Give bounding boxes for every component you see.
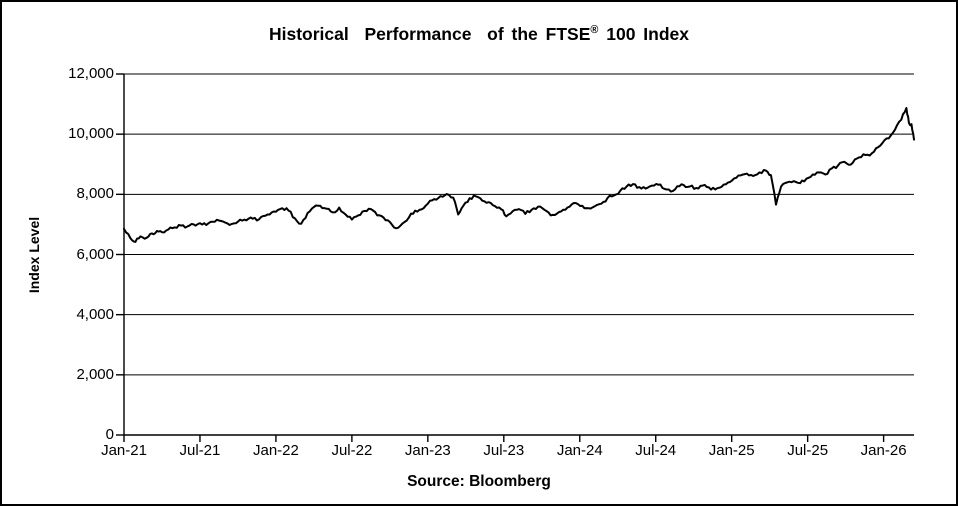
- y-tick-label: 0: [105, 426, 114, 443]
- x-tick-label: Jul-25: [787, 442, 829, 459]
- y-tick-label: 10,000: [68, 125, 114, 143]
- x-tick-label: Jan-24: [556, 442, 603, 459]
- source-caption: Source: Bloomberg: [407, 473, 551, 490]
- index-level-line: [123, 107, 915, 243]
- y-tick-label: 6,000: [76, 245, 114, 263]
- y-tick-label: 4,000: [76, 305, 114, 323]
- chart-title-text: Historical Performance of the FTSE: [268, 24, 591, 44]
- x-tick-label: Jan-26: [860, 442, 907, 459]
- x-tick-label: Jan-21: [101, 442, 147, 459]
- x-tick-label: Jul-22: [331, 442, 373, 459]
- x-tick-label: Jul-21: [179, 442, 221, 459]
- y-tick-label: 12,000: [68, 65, 114, 82]
- x-tick-label: Jan-25: [708, 442, 755, 459]
- y-tick-label: 2,000: [76, 365, 114, 383]
- registered-trademark-symbol: ®: [590, 24, 599, 37]
- x-tick-label: Jan-23: [404, 442, 451, 459]
- chart-title: Historical Performance of the FTSE® 100 …: [2, 24, 956, 45]
- x-tick-label: Jul-24: [635, 442, 677, 459]
- x-tick-label: Jul-23: [483, 442, 525, 459]
- x-tick-label: Jan-22: [252, 442, 299, 459]
- y-tick-label: 8,000: [76, 185, 114, 203]
- chart-title-suffix: 100 Index: [598, 24, 690, 44]
